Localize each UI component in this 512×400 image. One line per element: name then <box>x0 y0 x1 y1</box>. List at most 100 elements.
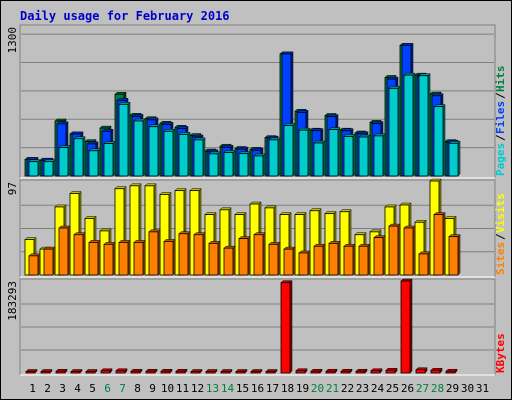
bar-sites-day-3 <box>58 227 69 276</box>
bar-kbytes-day-20 <box>310 370 321 374</box>
bar-pages-day-23 <box>358 136 369 177</box>
legend-entry-files: Files <box>494 101 507 134</box>
bar-pages-day-25 <box>388 87 399 177</box>
bar-pages-day-3 <box>58 147 69 177</box>
bar-pages-day-17 <box>268 139 279 177</box>
bar-kbytes-day-21 <box>325 370 336 374</box>
bar-kbytes-day-29 <box>445 370 456 374</box>
bar-pages-day-7 <box>118 103 129 177</box>
bar-kbytes-day-22 <box>340 370 351 374</box>
bar-kbytes-day-11 <box>175 370 186 374</box>
x-tick-label-day-30: 30 <box>461 382 474 395</box>
legend-separator: / <box>494 134 507 141</box>
bar-sites-day-5 <box>88 242 99 276</box>
legend-entry-hits: Hits <box>494 66 507 93</box>
y-max-label-top: 1300 <box>6 27 19 54</box>
bar-pages-day-16 <box>253 155 264 177</box>
x-tick-label-day-19: 19 <box>296 382 309 395</box>
x-tick-label-day-14: 14 <box>221 382 235 395</box>
bar-sites-day-19 <box>298 252 309 276</box>
x-tick-label-day-29: 29 <box>446 382 459 395</box>
bar-pages-day-27 <box>418 75 429 177</box>
x-tick-label-day-9: 9 <box>149 382 156 395</box>
x-tick-label-day-31: 31 <box>476 382 489 395</box>
legend-separator: / <box>494 233 507 240</box>
x-tick-label-day-20: 20 <box>311 382 324 395</box>
bar-pages-day-29 <box>448 142 459 177</box>
bar-sites-day-22 <box>343 245 354 276</box>
bar-sites-day-23 <box>358 245 369 276</box>
x-tick-label-day-18: 18 <box>281 382 294 395</box>
bar-kbytes-day-24 <box>370 370 381 374</box>
bar-kbytes-day-6 <box>100 370 111 374</box>
bar-pages-day-15 <box>238 153 249 177</box>
bar-kbytes-day-1 <box>25 371 36 374</box>
bar-sites-day-11 <box>178 233 189 276</box>
x-tick-label-day-10: 10 <box>161 382 174 395</box>
bar-sites-day-12 <box>193 234 204 276</box>
bar-pages-day-11 <box>178 133 189 177</box>
x-tick-label-day-23: 23 <box>356 382 369 395</box>
bar-kbytes-day-26 <box>400 280 411 374</box>
x-axis-day-labels: 1 2 3 4 5 6 7 8 9 10 11 12 13 14 15 16 17 18 19 20 21 22 23 24 2… <box>29 382 489 395</box>
bar-kbytes-day-5 <box>85 371 96 374</box>
x-tick-label-day-13: 13 <box>206 382 219 395</box>
bar-sites-day-26 <box>403 227 414 276</box>
bar-sites-day-9 <box>148 231 159 276</box>
bar-pages-day-4 <box>73 138 84 177</box>
bar-pages-day-26 <box>403 74 414 177</box>
bar-kbytes-day-23 <box>355 370 366 374</box>
x-tick-label-day-8: 8 <box>134 382 141 395</box>
bar-sites-day-27 <box>418 253 429 276</box>
x-tick-label-day-3: 3 <box>59 382 66 395</box>
bar-pages-day-9 <box>148 126 159 177</box>
bar-kbytes-day-13 <box>205 371 216 374</box>
x-tick-label-day-5: 5 <box>89 382 96 395</box>
x-tick-label-day-27: 27 <box>416 382 429 395</box>
bar-pages-day-14 <box>223 152 234 177</box>
bar-kbytes-day-18 <box>280 282 291 374</box>
bar-pages-day-8 <box>133 120 144 177</box>
bar-pages-day-13 <box>208 153 219 177</box>
bar-sites-day-21 <box>328 242 339 276</box>
bar-kbytes-day-14 <box>220 371 231 374</box>
x-tick-label-day-22: 22 <box>341 382 354 395</box>
bar-kbytes-day-16 <box>250 371 261 374</box>
bar-sites-day-18 <box>283 248 294 276</box>
x-tick-label-day-16: 16 <box>251 382 264 395</box>
chart-panels: 1300Pages/Files/Hits97Sites/Visits183293… <box>6 24 507 376</box>
bar-sites-day-6 <box>103 243 114 276</box>
bar-sites-day-25 <box>388 225 399 276</box>
bar-sites-day-13 <box>208 242 219 276</box>
bar-sites-day-16 <box>253 234 264 276</box>
legend-middle: Sites /Visits <box>494 193 507 275</box>
bar-pages-day-1 <box>28 161 39 177</box>
bar-sites-day-10 <box>163 241 174 276</box>
legend-entry-sites: Sites <box>494 242 507 275</box>
bar-sites-day-4 <box>73 234 84 276</box>
chart-title: Daily usage for February 2016 <box>20 9 230 23</box>
x-tick-label-day-6: 6 <box>104 382 111 395</box>
x-tick-label-day-26: 26 <box>401 382 414 395</box>
bar-kbytes-day-15 <box>235 371 246 374</box>
legend-separator: / <box>494 92 507 99</box>
bar-sites-day-29 <box>448 236 459 276</box>
x-tick-label-day-24: 24 <box>371 382 385 395</box>
x-tick-label-day-11: 11 <box>176 382 189 395</box>
y-max-label-middle: 97 <box>6 182 19 195</box>
bar-sites-day-20 <box>313 245 324 276</box>
x-tick-label-day-2: 2 <box>44 382 51 395</box>
bar-pages-day-12 <box>193 139 204 177</box>
bar-pages-day-24 <box>373 135 384 177</box>
bar-pages-day-28 <box>433 106 444 177</box>
x-tick-label-day-12: 12 <box>191 382 204 395</box>
legend-entry-kbytes: KBytes <box>494 333 507 373</box>
bar-pages-day-21 <box>328 129 339 177</box>
legend-entry-pages: Pages <box>494 143 507 176</box>
bar-kbytes-day-19 <box>295 370 306 374</box>
bar-pages-day-20 <box>313 142 324 177</box>
legend-bottom: KBytes <box>494 333 507 373</box>
bar-sites-day-28 <box>433 214 444 276</box>
bar-sites-day-1 <box>28 255 39 276</box>
bar-pages-day-22 <box>343 136 354 177</box>
